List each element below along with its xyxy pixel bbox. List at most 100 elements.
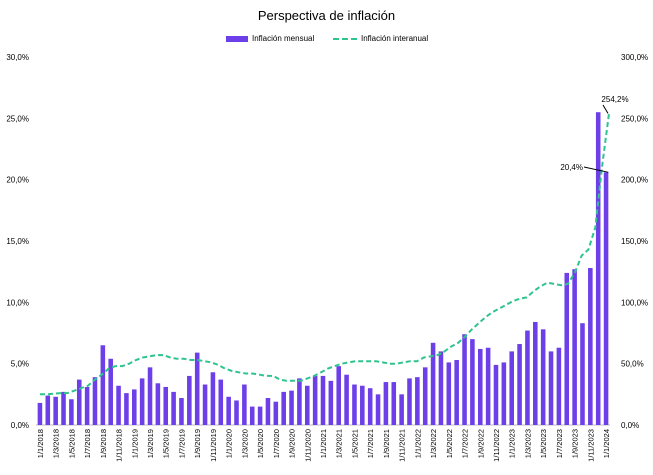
bar [375,394,381,425]
x-tick-label: 1/1/2020 [225,429,234,458]
x-tick-label: 1/9/2020 [288,429,297,458]
bar [304,385,310,425]
bar [328,380,334,425]
data-label-annual-leader [602,104,609,114]
x-tick-label: 1/7/2020 [272,429,281,458]
x-tick-label: 1/5/2022 [445,429,454,458]
data-label-annual-last: 254,2% [601,95,628,104]
bar [580,323,585,425]
bar [517,344,522,425]
bar [477,348,483,425]
bar [438,351,444,425]
bar [367,388,373,425]
legend-item-annual: Inflación interanual [333,33,428,44]
bar [273,401,279,425]
bar [210,372,216,425]
y-left-tick-label: 10,0% [6,298,29,307]
bar [391,382,397,425]
bar [525,330,530,425]
x-tick-label: 1/7/2021 [366,429,375,458]
y-right-tick-label: 200,0% [621,176,648,185]
bar [533,321,538,425]
y-right-tick-label: 0,0% [621,421,639,430]
bar [595,112,601,425]
y-right-tick-label: 250,0% [621,114,648,123]
bar [234,400,239,425]
x-tick-label: 1/5/2023 [539,429,548,458]
legend-label-annual: Inflación interanual [361,34,429,43]
bar [454,359,459,425]
bar [171,391,176,425]
data-label-monthly-last: 20,4% [560,163,583,172]
bar [344,374,349,425]
x-tick-label: 1/3/2021 [335,429,344,458]
bar [108,358,113,425]
bar [132,389,137,425]
bar [45,395,51,425]
bar [415,377,420,425]
bar [352,384,357,425]
x-tick-label: 1/11/2018 [115,429,124,462]
y-right-tick-label: 300,0% [621,53,648,62]
bar [116,385,121,425]
bar [218,379,224,425]
bar [84,386,90,425]
x-tick-label: 1/3/2022 [429,429,438,458]
x-tick-label: 1/5/2020 [256,429,265,458]
x-tick-label: 1/9/2021 [382,429,391,458]
bar [312,375,318,425]
bar [257,406,263,425]
x-tick-label: 1/11/2019 [209,429,218,462]
bar [194,352,200,425]
bar [407,378,412,425]
bar [37,402,43,425]
x-tick-label: 1/9/2023 [571,429,580,458]
bar [202,384,208,425]
x-tick-label: 1/7/2018 [83,429,92,458]
y-left-tick-label: 30,0% [6,53,29,62]
x-tick-label: 1/3/2020 [240,429,249,458]
y-right-tick-label: 100,0% [621,298,648,307]
bar [69,399,74,425]
y-left-tick-label: 20,0% [6,176,29,185]
bar [383,382,389,425]
bar [53,396,58,425]
x-tick-label: 1/1/2022 [413,429,422,458]
bar [187,375,192,425]
bar [422,367,428,425]
x-tick-label: 1/11/2023 [586,429,595,462]
line-series-annual [40,113,610,396]
x-tick-label: 1/11/2021 [398,429,407,462]
legend-swatch-line [333,37,357,40]
bar [430,342,436,425]
bar [226,396,231,425]
bar [281,391,286,425]
x-tick-label: 1/7/2022 [461,429,470,458]
x-tick-label: 1/11/2020 [303,429,312,462]
bar [548,351,554,425]
bar [124,393,129,425]
bar [155,383,161,425]
x-tick-label: 1/1/2024 [602,429,611,458]
x-tick-label: 1/5/2021 [350,429,359,458]
x-tick-label: 1/3/2018 [52,429,61,458]
bar [509,351,514,425]
bar [603,172,609,425]
x-tick-label: 1/7/2023 [555,429,564,458]
bar [76,379,82,425]
y-left-tick-label: 0,0% [11,421,29,430]
bar [163,386,169,425]
y-right-tick-label: 150,0% [621,237,648,246]
y-left-tick-label: 15,0% [6,237,29,246]
x-tick-label: 1/1/2019 [130,429,139,458]
x-tick-label: 1/9/2018 [99,429,108,458]
y-right-tick-label: 50,0% [621,360,644,369]
data-label-monthly-leader [583,166,609,173]
bar [470,339,475,425]
bar [320,375,326,425]
legend-swatch-bar [226,35,248,42]
bar [92,377,98,425]
y-left-tick-label: 25,0% [6,114,29,123]
bar [147,367,153,425]
